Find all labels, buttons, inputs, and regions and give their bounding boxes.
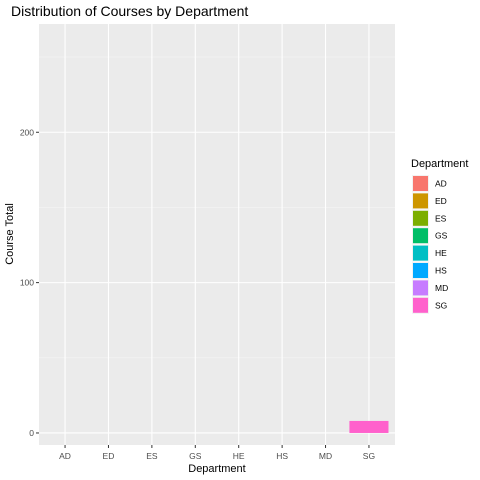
y-tick-label: 200 — [20, 127, 34, 137]
x-axis-title: Department — [188, 463, 245, 475]
legend-swatch-gs — [413, 228, 428, 244]
x-tick-label: MD — [319, 451, 332, 461]
legend-swatch-he — [413, 245, 428, 261]
x-tick-label: GS — [189, 451, 202, 461]
legend-swatch-hs — [413, 263, 428, 278]
legend: Department AD ED ES GS HE HS MD SG — [411, 158, 468, 314]
legend-label-gs: GS — [435, 231, 448, 241]
grid-lines — [39, 24, 395, 445]
legend-label-es: ES — [435, 213, 447, 223]
y-axis-title: Course Total — [4, 203, 16, 265]
x-tick-label: ED — [103, 451, 115, 461]
chart-title: Distribution of Courses by Department — [11, 3, 248, 19]
x-tick-label: HE — [233, 451, 245, 461]
legend-label-hs: HS — [435, 266, 447, 276]
legend-swatch-es — [413, 210, 428, 226]
legend-label-he: HE — [435, 248, 447, 258]
bar-sg — [349, 420, 389, 433]
bars — [349, 420, 389, 433]
x-axis: AD ED ES GS HE HS MD SG — [59, 445, 375, 461]
y-tick-label: 100 — [20, 278, 34, 288]
legend-title: Department — [411, 158, 468, 170]
plot-panel — [39, 24, 395, 445]
y-tick-label: 0 — [29, 428, 34, 438]
x-tick-label: ES — [146, 451, 158, 461]
legend-swatch-ad — [413, 176, 428, 191]
legend-label-sg: SG — [435, 300, 447, 310]
x-tick-label: SG — [363, 451, 375, 461]
y-axis: 0 100 200 — [20, 127, 39, 438]
x-tick-label: HS — [276, 451, 288, 461]
legend-swatch-sg — [413, 297, 428, 313]
legend-label-ed: ED — [435, 196, 447, 206]
legend-label-md: MD — [435, 283, 448, 293]
legend-label-ad: AD — [435, 179, 447, 189]
x-tick-label: AD — [59, 451, 71, 461]
legend-swatch-ed — [413, 193, 428, 209]
legend-swatch-md — [413, 280, 428, 296]
